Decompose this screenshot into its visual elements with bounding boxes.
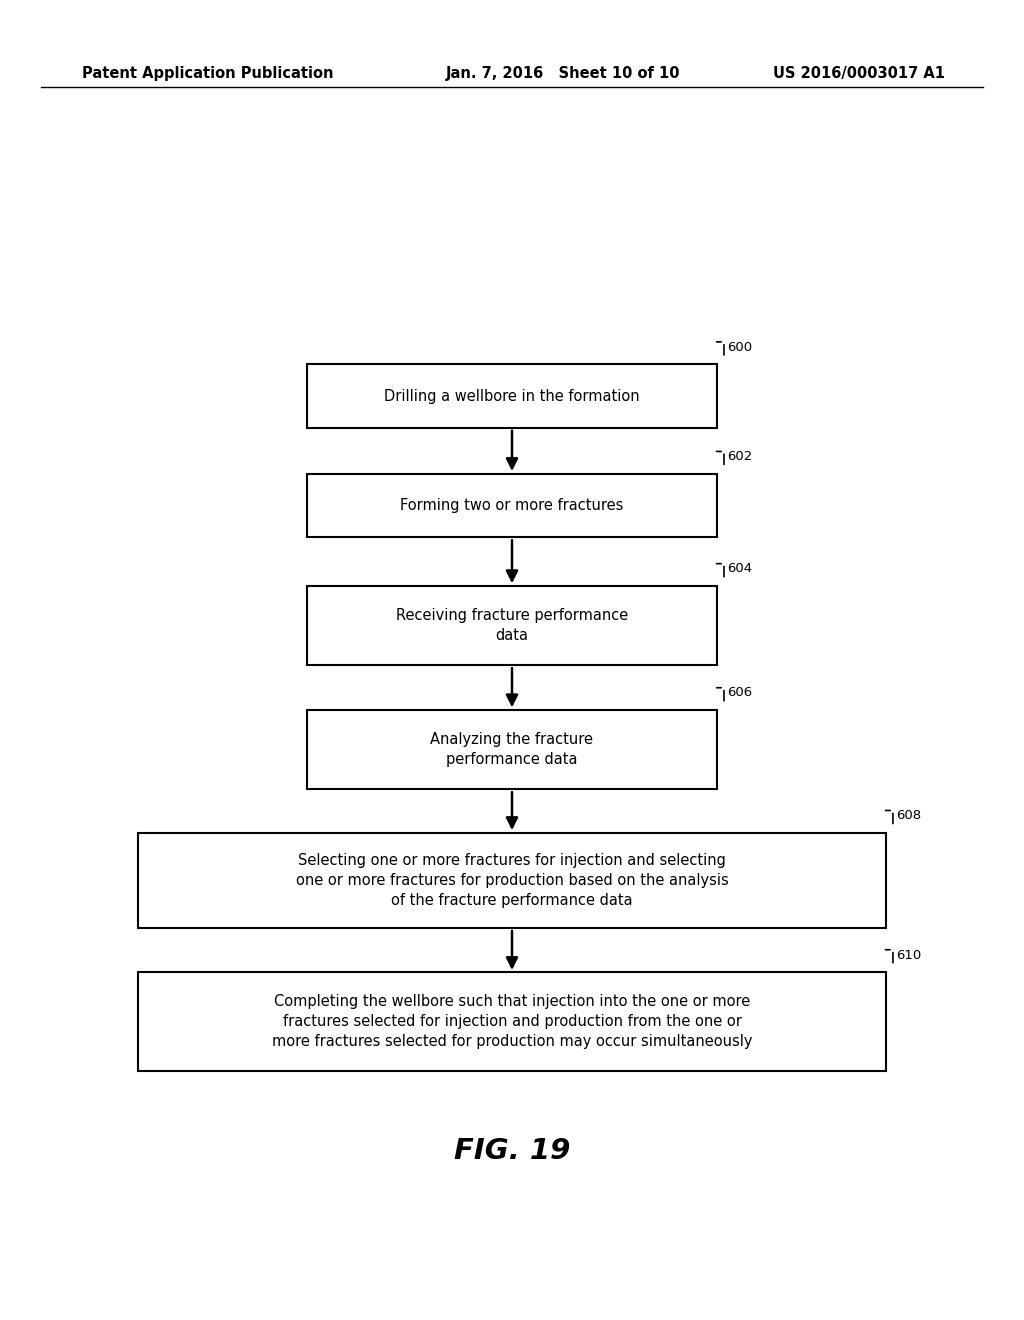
Text: 602: 602 (727, 450, 753, 463)
Text: Analyzing the fracture
performance data: Analyzing the fracture performance data (430, 733, 594, 767)
Text: 606: 606 (727, 686, 753, 700)
Text: Completing the wellbore such that injection into the one or more
fractures selec: Completing the wellbore such that inject… (271, 994, 753, 1049)
Text: FIG. 19: FIG. 19 (454, 1137, 570, 1166)
Text: 610: 610 (896, 949, 922, 961)
FancyBboxPatch shape (307, 364, 717, 428)
FancyBboxPatch shape (307, 586, 717, 665)
Text: Selecting one or more fractures for injection and selecting
one or more fracture: Selecting one or more fractures for inje… (296, 853, 728, 908)
Text: 600: 600 (727, 341, 753, 354)
Text: Jan. 7, 2016   Sheet 10 of 10: Jan. 7, 2016 Sheet 10 of 10 (445, 66, 680, 82)
Text: Drilling a wellbore in the formation: Drilling a wellbore in the formation (384, 388, 640, 404)
FancyBboxPatch shape (138, 833, 886, 928)
FancyBboxPatch shape (138, 972, 886, 1072)
Text: US 2016/0003017 A1: US 2016/0003017 A1 (773, 66, 945, 82)
Text: 604: 604 (727, 562, 753, 576)
Text: Patent Application Publication: Patent Application Publication (82, 66, 334, 82)
FancyBboxPatch shape (307, 474, 717, 537)
Text: 608: 608 (896, 809, 922, 822)
FancyBboxPatch shape (307, 710, 717, 789)
Text: Receiving fracture performance
data: Receiving fracture performance data (396, 609, 628, 643)
Text: Forming two or more fractures: Forming two or more fractures (400, 498, 624, 513)
